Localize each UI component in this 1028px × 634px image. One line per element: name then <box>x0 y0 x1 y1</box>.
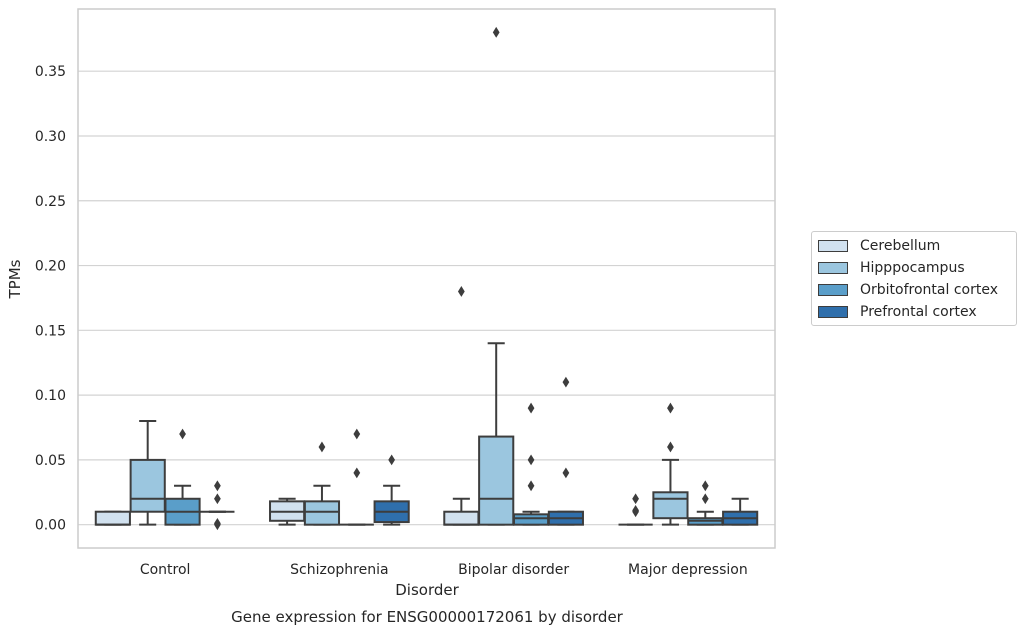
legend-swatch <box>818 284 848 296</box>
x-tick-label: Major depression <box>628 562 748 578</box>
box <box>478 342 515 526</box>
legend-label: Prefrontal cortex <box>860 304 977 320</box>
x-axis-label: Disorder <box>395 581 459 599</box>
y-tick-label: 0.00 <box>35 518 66 534</box>
outlier-point <box>632 493 639 505</box>
legend-swatch <box>818 240 848 252</box>
legend-label: Cerebellum <box>860 238 941 254</box>
box <box>512 510 550 526</box>
box <box>303 484 341 526</box>
x-tick-label: Schizophrenia <box>290 562 388 578</box>
outlier-point <box>701 480 709 492</box>
box-body <box>478 435 515 526</box>
y-tick-label: 0.15 <box>35 323 66 339</box>
outlier-point <box>667 441 674 453</box>
x-axis-ticks: Control Schizophrenia Bipolar disorder Majo… <box>140 562 748 578</box>
box <box>269 497 306 526</box>
legend-swatch <box>818 262 848 274</box>
outlier-point <box>527 454 535 466</box>
box <box>164 484 201 526</box>
outlier-point <box>214 493 221 505</box>
y-tick-label: 0.25 <box>35 194 66 210</box>
x-tick-label: Bipolar disorder <box>458 562 569 578</box>
box-body <box>652 491 689 520</box>
boxes <box>94 342 759 526</box>
plot-area-frame <box>77 8 776 549</box>
outlier-point <box>214 480 221 492</box>
outlier-point <box>353 428 361 440</box>
legend-label: Orbitofrontal cortex <box>860 282 998 298</box>
box-body <box>94 510 131 526</box>
outlier-point <box>492 26 500 38</box>
outlier-point <box>457 286 465 297</box>
box-body <box>303 500 341 526</box>
box-body <box>443 510 480 526</box>
y-tick-label: 0.30 <box>35 129 66 145</box>
box <box>652 458 689 526</box>
outlier-point <box>318 441 326 453</box>
outlier-point <box>179 428 186 440</box>
legend-label: Hipppocampus <box>860 260 965 276</box>
outlier-point <box>388 454 396 466</box>
y-tick-label: 0.35 <box>35 64 66 80</box>
x-tick-label: Control <box>140 562 191 578</box>
outlier-point <box>562 376 570 388</box>
legend: Cerebellum Hipppocampus Orbitofrontal co… <box>811 231 1017 326</box>
box <box>687 510 724 526</box>
box-body <box>129 458 166 513</box>
outlier-point <box>527 480 535 492</box>
legend-item-cerebellum: Cerebellum <box>818 236 940 256</box>
y-tick-label: 0.10 <box>35 388 66 404</box>
box <box>547 510 584 526</box>
y-axis-ticks: 0.00 0.05 0.10 0.15 0.20 0.25 0.30 0.35 <box>35 64 66 533</box>
outlier-point <box>214 517 221 529</box>
legend-item-hippocampus: Hipppocampus <box>818 258 965 278</box>
box-body <box>512 513 550 526</box>
y-axis-label: TPMs <box>6 259 24 299</box>
box <box>722 497 759 526</box>
outlier-point <box>632 505 639 516</box>
y-tick-label: 0.20 <box>35 259 66 275</box>
outliers <box>179 26 709 531</box>
y-tick-label: 0.05 <box>35 453 66 469</box>
box <box>129 420 166 526</box>
legend-item-prefrontal-cortex: Prefrontal cortex <box>818 302 977 322</box>
outlier-point <box>562 467 570 479</box>
outlier-point <box>701 493 709 505</box>
legend-swatch <box>818 306 848 318</box>
outlier-point <box>667 402 674 414</box>
box <box>94 510 131 526</box>
legend-item-orbitofrontal-cortex: Orbitofrontal cortex <box>818 280 998 300</box>
box <box>373 484 410 526</box>
outlier-point <box>353 467 361 479</box>
outlier-point <box>527 402 535 414</box>
gridlines <box>78 70 775 526</box>
chart-title: Gene expression for ENSG00000172061 by d… <box>231 608 624 626</box>
box <box>443 497 480 526</box>
